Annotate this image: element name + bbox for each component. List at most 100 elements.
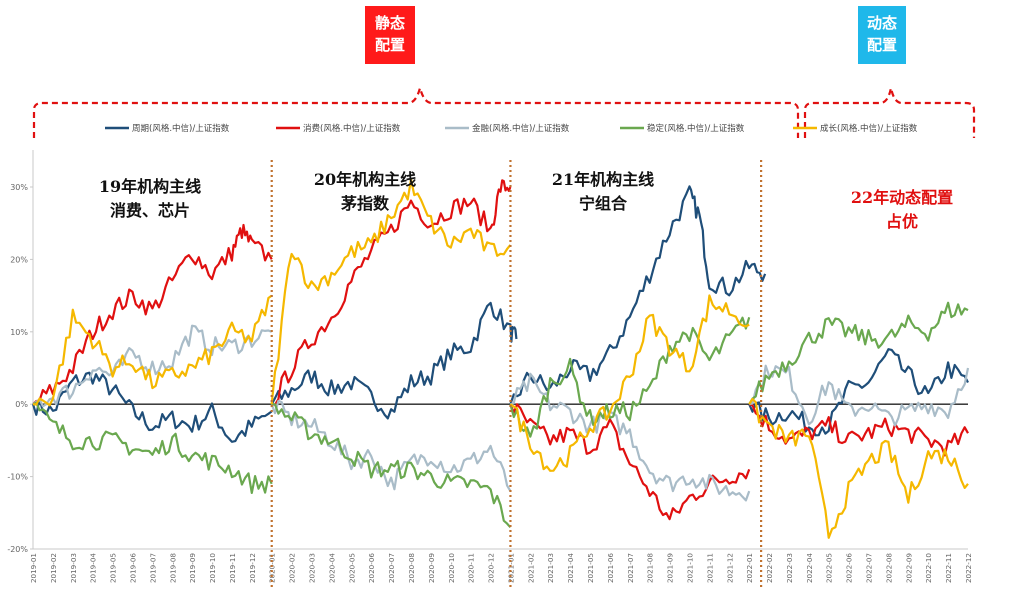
x-tick-label: 2021-03 bbox=[546, 553, 555, 583]
x-tick-label: 2019-06 bbox=[128, 553, 137, 583]
series-line-segment bbox=[509, 316, 751, 438]
x-tick-label: 2020-04 bbox=[327, 553, 336, 583]
series-line-segment bbox=[748, 364, 970, 427]
series-line-segment bbox=[748, 403, 969, 457]
series-line-segment bbox=[510, 372, 751, 502]
config-box-label: 配置 bbox=[867, 36, 897, 54]
x-tick-label: 2019-07 bbox=[148, 553, 157, 583]
x-tick-label: 2019-05 bbox=[109, 553, 118, 583]
x-tick-label: 2022-08 bbox=[884, 553, 893, 583]
x-tick-label: 2020-06 bbox=[367, 553, 376, 583]
x-tick-label: 2019-03 bbox=[69, 553, 78, 583]
y-tick-label: 10% bbox=[10, 328, 28, 337]
legend-label: 消费(风格.中信)/上证指数 bbox=[303, 123, 401, 134]
series-line-segment bbox=[271, 403, 512, 529]
x-tick-label: 2021-07 bbox=[626, 553, 635, 583]
x-tick-label: 2021-08 bbox=[646, 553, 655, 583]
x-tick-label: 2020-08 bbox=[407, 553, 416, 583]
x-tick-label: 2022-01 bbox=[745, 553, 754, 583]
series-line-segment bbox=[509, 294, 750, 472]
x-tick-label: 2020-05 bbox=[347, 553, 356, 583]
config-box-label: 配置 bbox=[375, 36, 405, 54]
x-tick-label: 2019-10 bbox=[208, 553, 217, 583]
x-tick-label: 2020-01 bbox=[268, 553, 277, 583]
x-tick-label: 2019-11 bbox=[228, 553, 237, 583]
y-tick-label: -10% bbox=[7, 473, 28, 482]
x-tick-label: 2022-03 bbox=[785, 553, 794, 583]
legend-item-2: 金融(风格.中信)/上证指数 bbox=[445, 123, 570, 134]
dynamic-brace bbox=[803, 87, 976, 138]
x-tick-label: 2020-12 bbox=[487, 553, 496, 583]
annotation-line: 宁组合 bbox=[579, 194, 628, 213]
series-line-segment bbox=[748, 301, 969, 405]
x-tick-label: 2020-10 bbox=[447, 553, 456, 583]
x-tick-label: 2021-04 bbox=[566, 553, 575, 583]
legend-item-1: 消费(风格.中信)/上证指数 bbox=[276, 123, 401, 134]
annotation-line: 占优 bbox=[886, 212, 918, 231]
x-tick-label: 2022-10 bbox=[924, 553, 933, 583]
legend: 周期(风格.中信)/上证指数 消费(风格.中信)/上证指数 金融(风格.中信)/上证… bbox=[105, 123, 918, 134]
legend-item-4: 成长(风格.中信)/上证指数 bbox=[793, 123, 918, 134]
x-tick-label: 2021-05 bbox=[586, 553, 595, 583]
series-4 bbox=[32, 178, 969, 539]
x-tick-label: 2021-12 bbox=[725, 553, 734, 583]
x-tick-label: 2022-11 bbox=[944, 553, 953, 583]
x-tick-label: 2021-09 bbox=[666, 553, 675, 583]
x-tick-label: 2022-09 bbox=[904, 553, 913, 583]
legend-label: 成长(风格.中信)/上证指数 bbox=[820, 123, 918, 134]
x-tick-label: 2020-11 bbox=[467, 553, 476, 583]
config-box-label: 静态 bbox=[375, 14, 405, 32]
series-3 bbox=[32, 301, 969, 529]
series-0 bbox=[31, 185, 969, 443]
y-tick-label: 0% bbox=[15, 400, 28, 409]
series-line-segment bbox=[509, 403, 751, 521]
x-tick-label: 2022-07 bbox=[865, 553, 874, 583]
series-line-segment bbox=[32, 401, 273, 494]
legend-label: 稳定(风格.中信)/上证指数 bbox=[647, 123, 745, 134]
series-line-segment bbox=[32, 223, 273, 406]
config-box-1: 动态配置 bbox=[858, 6, 906, 64]
config-box-bg bbox=[365, 6, 415, 64]
x-tick-label: 2022-05 bbox=[825, 553, 834, 583]
x-tick-label: 2019-04 bbox=[89, 553, 98, 583]
x-tick-label: 2019-09 bbox=[188, 553, 197, 583]
x-tick-label: 2021-02 bbox=[526, 553, 535, 583]
series-line-segment bbox=[748, 397, 969, 539]
y-tick-label: 20% bbox=[10, 255, 28, 264]
series-line-segment bbox=[270, 178, 512, 405]
annotation-line: 19年机构主线 bbox=[99, 177, 201, 196]
series-2 bbox=[32, 324, 970, 502]
series-line-segment bbox=[31, 371, 273, 443]
x-tick-label: 2021-01 bbox=[506, 553, 515, 583]
year-dividers bbox=[270, 160, 763, 589]
series-line-segment bbox=[509, 185, 767, 405]
series-line-segment bbox=[270, 301, 518, 420]
config-box-bg bbox=[858, 6, 906, 64]
legend-label: 金融(风格.中信)/上证指数 bbox=[472, 123, 570, 134]
x-tick-label: 2020-02 bbox=[288, 553, 297, 583]
x-tick-label: 2020-03 bbox=[308, 553, 317, 583]
series-1 bbox=[32, 179, 969, 521]
legend-item-3: 稳定(风格.中信)/上证指数 bbox=[620, 123, 745, 134]
x-tick-label: 2019-02 bbox=[49, 553, 58, 583]
annotation-line: 21年机构主线 bbox=[552, 170, 654, 189]
x-tick-label: 2021-10 bbox=[685, 553, 694, 583]
y-tick-label: 30% bbox=[10, 183, 28, 192]
legend-item-0: 周期(风格.中信)/上证指数 bbox=[105, 123, 230, 134]
legend-label: 周期(风格.中信)/上证指数 bbox=[132, 123, 230, 134]
series-lines bbox=[31, 178, 970, 539]
x-axis: 2019-01 2019-02 2019-03 2019-04 2019-05 2019-… bbox=[29, 403, 973, 583]
series-line-segment bbox=[748, 348, 969, 437]
x-tick-label: 2020-09 bbox=[427, 553, 436, 583]
series-line-segment bbox=[270, 399, 512, 492]
x-tick-label: 2019-01 bbox=[29, 553, 38, 583]
x-tick-label: 2021-06 bbox=[606, 553, 615, 583]
series-line-segment bbox=[32, 324, 273, 408]
